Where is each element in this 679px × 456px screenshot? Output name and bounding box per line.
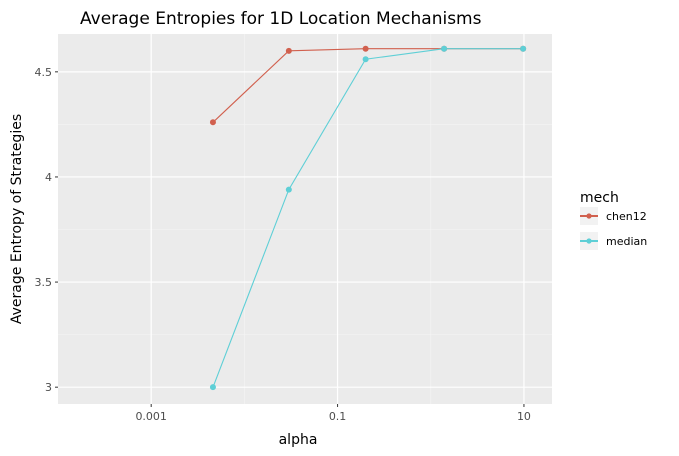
grid-lines	[58, 34, 552, 404]
data-point-median	[362, 56, 369, 63]
data-point-median	[209, 384, 216, 391]
y-tick-label: 4.5	[35, 66, 53, 79]
chart-title: Average Entropies for 1D Location Mechan…	[80, 9, 482, 29]
plot-panel	[58, 34, 552, 404]
data-point-chen12	[285, 47, 292, 54]
data-point-median	[520, 45, 527, 52]
x-tick-label: 0.001	[135, 410, 167, 423]
legend-label-chen12: chen12	[606, 210, 647, 223]
data-point-chen12	[362, 45, 369, 52]
x-tick-label: 10	[517, 410, 531, 423]
tick-layer: 0.001 0.1 10 3 3.5 4 4.5	[35, 66, 531, 423]
legend-label-median: median	[606, 235, 647, 248]
legend-title: mech	[580, 190, 619, 206]
y-tick-label: 3	[45, 381, 52, 394]
series-layer	[209, 45, 527, 391]
y-axis-title: Average Entropy of Strategies	[9, 114, 25, 324]
data-point-chen12	[209, 119, 216, 126]
x-tick-label: 0.1	[329, 410, 347, 423]
y-tick-label: 3.5	[35, 276, 53, 289]
x-axis-title: alpha	[279, 432, 318, 448]
y-tick-label: 4	[45, 171, 52, 184]
legend-marker-chen12	[586, 213, 592, 219]
legend-marker-median	[586, 238, 592, 244]
data-point-median	[285, 186, 292, 193]
data-point-median	[441, 45, 448, 52]
legend: mech chen12 median	[580, 190, 647, 250]
